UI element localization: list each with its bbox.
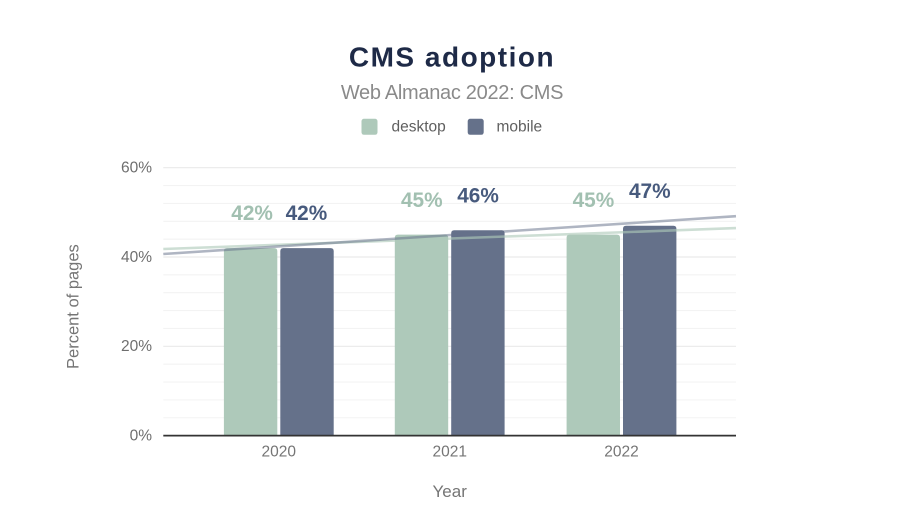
svg-text:42%: 42% [231, 202, 273, 225]
svg-text:42%: 42% [286, 202, 328, 225]
svg-text:2021: 2021 [432, 443, 466, 460]
svg-text:Web Almanac 2022: CMS: Web Almanac 2022: CMS [341, 82, 563, 104]
svg-text:mobile: mobile [497, 119, 543, 136]
svg-text:45%: 45% [573, 189, 615, 212]
svg-text:46%: 46% [457, 184, 499, 207]
svg-text:60%: 60% [121, 160, 152, 177]
svg-text:20%: 20% [121, 338, 152, 355]
svg-text:40%: 40% [121, 249, 152, 266]
svg-text:CMS adoption: CMS adoption [349, 42, 555, 73]
svg-text:Year: Year [433, 482, 468, 501]
svg-text:Percent of pages: Percent of pages [65, 244, 83, 369]
svg-text:47%: 47% [629, 180, 671, 203]
svg-text:desktop: desktop [392, 119, 446, 136]
svg-text:45%: 45% [401, 189, 443, 212]
svg-text:2022: 2022 [604, 443, 638, 460]
svg-text:2020: 2020 [262, 443, 297, 460]
svg-text:0%: 0% [130, 428, 153, 445]
